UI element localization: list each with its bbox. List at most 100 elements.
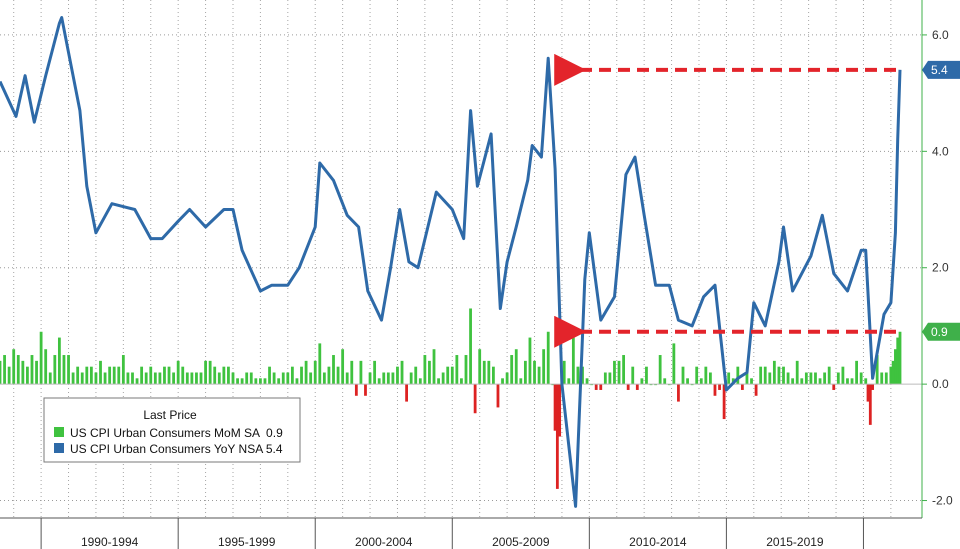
mom-bar	[140, 366, 144, 385]
mom-bar	[501, 378, 504, 385]
mom-bar	[542, 349, 546, 385]
mom-bar	[795, 360, 799, 385]
mom-bar	[57, 337, 61, 385]
mom-bar	[21, 360, 25, 385]
mom-bar	[185, 372, 189, 385]
x-period-label: 1990-1994	[81, 535, 139, 549]
mom-bar	[204, 360, 207, 385]
mom-bar	[181, 366, 185, 385]
mom-bar	[626, 384, 630, 390]
mom-bar	[423, 355, 427, 385]
mom-bar	[528, 337, 532, 385]
mom-bar	[496, 384, 500, 408]
mom-bar	[373, 360, 377, 385]
mom-bar	[172, 372, 176, 385]
mom-bar	[469, 308, 472, 385]
mom-bar	[558, 384, 562, 437]
mom-bar	[16, 355, 20, 385]
mom-bar	[240, 378, 244, 385]
mom-bar	[409, 372, 413, 385]
mom-bar	[677, 384, 680, 402]
yoy-last-value: 5.4	[931, 63, 948, 77]
mom-bar	[437, 378, 440, 385]
mom-bar	[112, 366, 116, 385]
mom-bar	[699, 378, 703, 385]
mom-bar	[492, 366, 495, 385]
y-tick-label: 0.0	[932, 377, 949, 391]
mom-bar	[818, 378, 822, 385]
mom-bar	[227, 366, 230, 385]
mom-bar	[400, 360, 404, 385]
mom-bar	[290, 366, 294, 385]
mom-bar	[686, 378, 689, 385]
mom-bar	[681, 366, 685, 385]
mom-bar	[304, 360, 308, 385]
gridlines	[0, 0, 922, 518]
mom-bar	[126, 372, 130, 385]
yoy-last-value-bg	[922, 60, 960, 79]
mom-bar	[658, 355, 662, 385]
mom-bar	[718, 384, 721, 390]
mom-bar	[382, 372, 386, 385]
mom-bar	[571, 337, 575, 385]
mom-bar	[80, 372, 84, 385]
mom-bar	[519, 378, 523, 385]
mom-bar	[322, 372, 326, 385]
mom-bar	[391, 372, 395, 385]
mom-bar	[850, 378, 854, 385]
x-period-label: 2015-2019	[766, 535, 824, 549]
mom-bar	[455, 355, 459, 385]
mom-bar	[791, 378, 795, 385]
mom-bar	[149, 366, 153, 385]
mom-bar	[555, 384, 559, 489]
mom-bar	[418, 378, 422, 385]
mom-bar	[713, 384, 717, 396]
mom-bar	[460, 378, 463, 385]
mom-bar	[777, 366, 781, 385]
mom-bar	[581, 366, 584, 385]
mom-bar	[48, 372, 52, 385]
mom-bar	[846, 378, 849, 385]
mom-bar	[750, 378, 753, 385]
mom-bar	[259, 378, 262, 385]
mom-bar	[553, 384, 557, 431]
mom-bar	[864, 378, 868, 385]
mom-bar	[880, 372, 884, 385]
mom-bar	[0, 360, 2, 385]
mom-bar	[827, 366, 831, 385]
mom-bar	[804, 372, 808, 385]
x-period-label: 1995-1999	[218, 535, 276, 549]
mom-bar	[722, 384, 726, 420]
mom-bar	[622, 355, 626, 385]
mom-bar	[85, 366, 89, 385]
mom-bar	[695, 366, 699, 385]
mom-bar	[754, 384, 758, 396]
mom-last-value-bg	[922, 322, 960, 341]
mom-bar	[254, 378, 258, 385]
mom-bar	[585, 378, 589, 385]
mom-bar	[663, 378, 667, 385]
mom-bar	[487, 360, 491, 385]
mom-bar	[359, 360, 363, 385]
mom-bar	[35, 360, 38, 385]
mom-bar	[350, 360, 354, 385]
mom-bar	[478, 349, 482, 385]
mom-bar	[103, 372, 107, 385]
mom-bar	[533, 360, 536, 385]
mom-bar	[635, 384, 639, 390]
mom-bar	[832, 384, 836, 390]
mom-bar	[510, 355, 514, 385]
mom-bar	[281, 372, 285, 385]
mom-bar	[631, 366, 635, 385]
mom-bar	[405, 384, 408, 402]
mom-bar	[898, 331, 902, 385]
mom-bar	[167, 366, 171, 385]
mom-bar	[645, 366, 648, 385]
mom-bar	[53, 355, 57, 385]
mom-bar	[213, 366, 217, 385]
mom-bar	[884, 372, 888, 385]
mom-bar	[782, 366, 785, 385]
mom-bar	[704, 366, 708, 385]
x-period-label: 2010-2014	[629, 535, 687, 549]
